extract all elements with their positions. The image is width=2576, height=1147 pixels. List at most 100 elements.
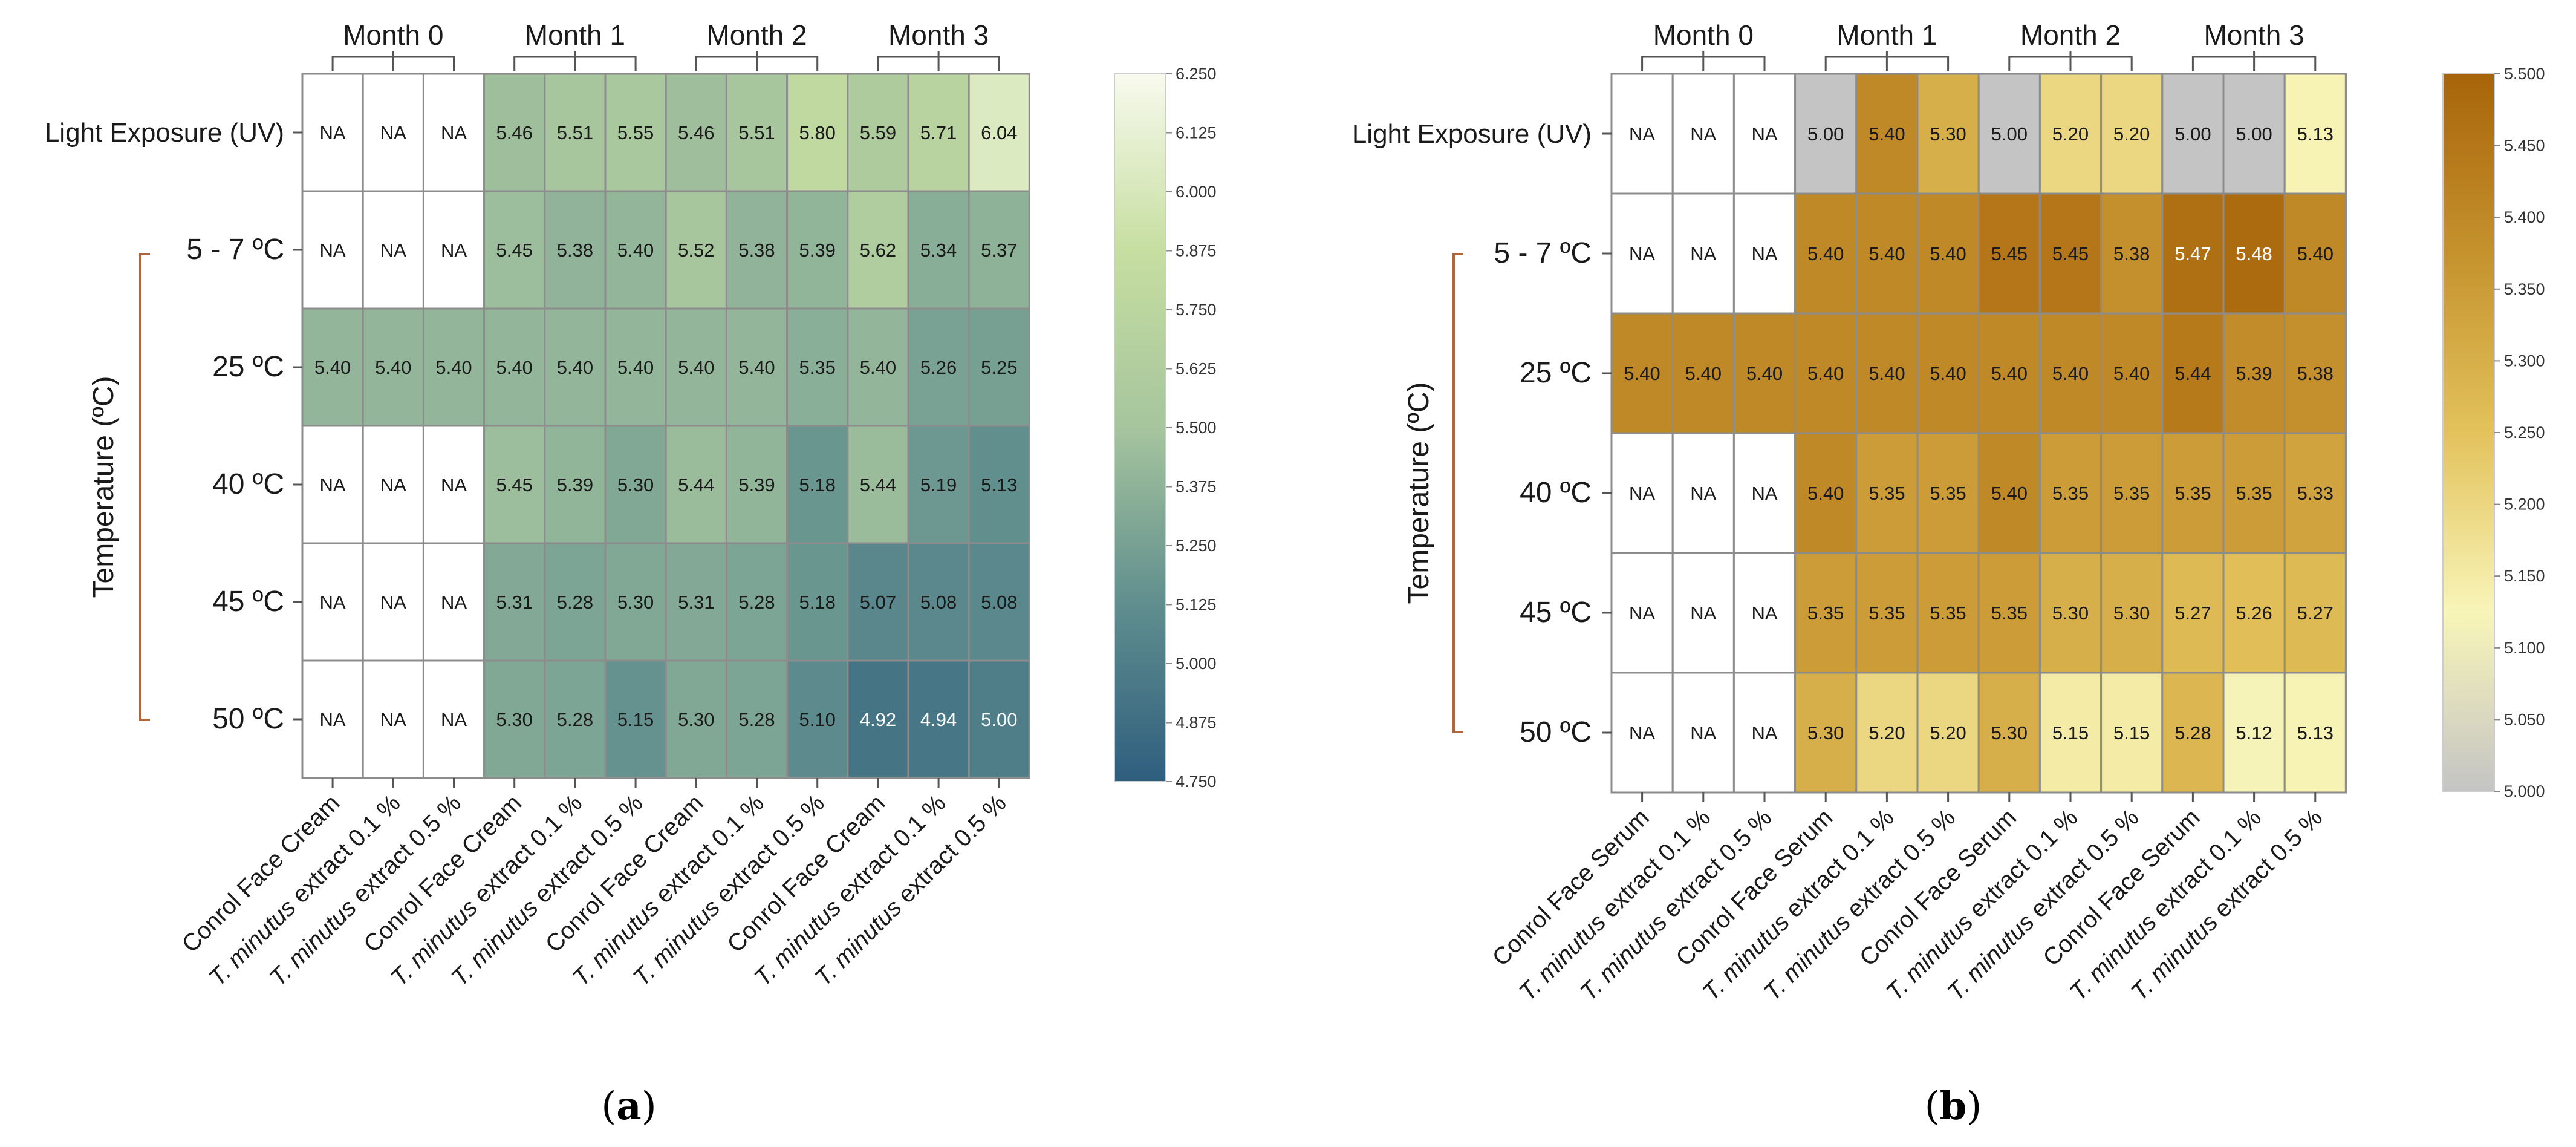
panel-paren-close: ): [642, 1084, 657, 1129]
heatmap-cell: [665, 425, 727, 544]
heatmap-cell: [2100, 192, 2164, 315]
cell-value-label: 5.20: [1930, 722, 1966, 743]
cell-value-label: 5.00: [1807, 123, 1844, 145]
heatmap-cell: [968, 307, 1030, 427]
heatmap-cell: [604, 73, 667, 192]
heatmap-cell: [1671, 312, 1735, 434]
cell-value-label: 5.44: [678, 474, 714, 495]
cell-value-label: 5.35: [1991, 603, 2028, 624]
heatmap-cell: [2222, 192, 2286, 315]
row-label: 50 ºC: [1520, 716, 1592, 748]
colorbar-tick-label: 5.375: [1176, 478, 1217, 496]
heatmap-cell: [483, 307, 546, 427]
panel-label-a: (a): [601, 1083, 656, 1129]
heatmap-cell: [1977, 552, 2041, 674]
heatmap-cell: [604, 542, 667, 662]
cell-value-label: 5.40: [2297, 243, 2334, 264]
cell-value-label: 5.59: [860, 122, 896, 143]
heatmap-cell: [1977, 672, 2041, 794]
heatmap-cell: [1855, 192, 1919, 315]
heatmap-cell-na: [1671, 672, 1735, 794]
heatmap-cell: [968, 425, 1030, 544]
cell-value-label: NA: [1751, 123, 1777, 145]
heatmap-cell-na: [362, 73, 424, 192]
heatmap-cell-na: [301, 73, 364, 192]
colorbar-tick-label: 5.350: [2504, 280, 2545, 298]
colorbar-tick-label: 6.000: [1176, 183, 1217, 201]
cell-value-label: 5.30: [678, 709, 714, 730]
row-label: 25 ºC: [212, 351, 284, 383]
cell-value-label: 5.40: [678, 357, 714, 378]
cell-value-label: 5.40: [1624, 363, 1660, 384]
cell-value-label: NA: [1690, 483, 1716, 504]
cell-value-label: 5.40: [435, 357, 472, 378]
month-bracket: [1641, 51, 1766, 71]
cell-value-label: 5.00: [2236, 123, 2272, 145]
heatmap-cell-na: [301, 659, 364, 779]
cell-value-label: 5.28: [738, 592, 775, 613]
month-header: Month 2: [706, 19, 807, 51]
cell-value-label: NA: [320, 240, 346, 261]
cell-value-label: 5.40: [496, 357, 533, 378]
cell-value-label: 6.04: [981, 122, 1017, 143]
heatmap-cell: [604, 190, 667, 310]
heatmap-border: [301, 73, 1030, 779]
cell-value-label: NA: [441, 240, 467, 261]
heatmap-cell: [2038, 672, 2103, 794]
cell-value-label: 5.38: [2113, 243, 2150, 264]
cell-value-label: 5.45: [2052, 243, 2089, 264]
colorbar-tick-label: 5.250: [2504, 423, 2545, 442]
month-header: Month 1: [525, 19, 625, 51]
cell-value-label: 5.40: [1930, 363, 1966, 384]
heatmap-cell: [907, 542, 970, 662]
cell-value-label: 5.00: [1991, 123, 2028, 145]
cell-value-label: 5.39: [738, 474, 775, 495]
cell-value-label: NA: [380, 474, 406, 495]
heatmap-cell: [665, 190, 727, 310]
cell-value-label: 5.20: [2052, 123, 2089, 145]
temperature-axis-bracket: Temperature (ºC): [1403, 253, 1463, 733]
heatmap-cell: [1977, 312, 2041, 434]
heatmap-cell: [907, 425, 970, 544]
cell-value-label: 5.08: [981, 592, 1017, 613]
cell-value-label: 5.31: [678, 592, 714, 613]
heatmap-cell: [786, 425, 849, 544]
cell-value-label: 5.71: [920, 122, 957, 143]
heatmap-cell-na: [1671, 192, 1735, 315]
cell-value-label: 5.40: [314, 357, 351, 378]
row-label: 5 - 7 ºC: [1494, 237, 1592, 269]
heatmap-cell: [1794, 73, 1858, 195]
cell-value-label: NA: [1690, 603, 1716, 624]
cell-value-label: 5.13: [981, 474, 1017, 495]
heatmap-panel-b: NA NA NA 5.00 5.40 5.30 5.00 5.20 5.20 5.00 5.00 5.…: [1352, 19, 2545, 1129]
cell-value-label: 5.35: [1807, 603, 1844, 624]
cell-value-label: 5.46: [678, 122, 714, 143]
heatmap-cell: [847, 190, 909, 310]
panel-label-b: (b): [1925, 1083, 1982, 1129]
cell-value-label: 5.40: [1685, 363, 1722, 384]
cell-value-label: 5.40: [617, 240, 654, 261]
colorbar-tick-label: 5.300: [2504, 351, 2545, 370]
cell-value-label: 5.40: [1807, 363, 1844, 384]
cell-value-label: 5.19: [920, 474, 957, 495]
heatmap-cell-na: [422, 542, 486, 662]
cell-value-label: 5.35: [2236, 483, 2272, 504]
cell-value-label: 5.35: [1869, 603, 1905, 624]
cell-value-label: NA: [380, 592, 406, 613]
cell-value-label: 5.30: [496, 709, 533, 730]
cell-value-label: 5.40: [557, 357, 593, 378]
cell-value-label: 5.35: [1930, 603, 1966, 624]
cell-value-label: 5.31: [496, 592, 533, 613]
row-label: Light Exposure (UV): [1352, 119, 1592, 149]
cell-value-label: 5.27: [2297, 603, 2334, 624]
cell-value-label: 5.44: [860, 474, 896, 495]
cell-value-label: 5.30: [1930, 123, 1966, 145]
cell-value-label: 5.18: [799, 474, 836, 495]
heatmap-cell: [2038, 432, 2103, 554]
heatmap-cell: [786, 190, 849, 310]
cell-value-label: NA: [320, 474, 346, 495]
cell-value-label: 4.92: [860, 709, 896, 730]
heatmap-cell: [786, 659, 849, 779]
